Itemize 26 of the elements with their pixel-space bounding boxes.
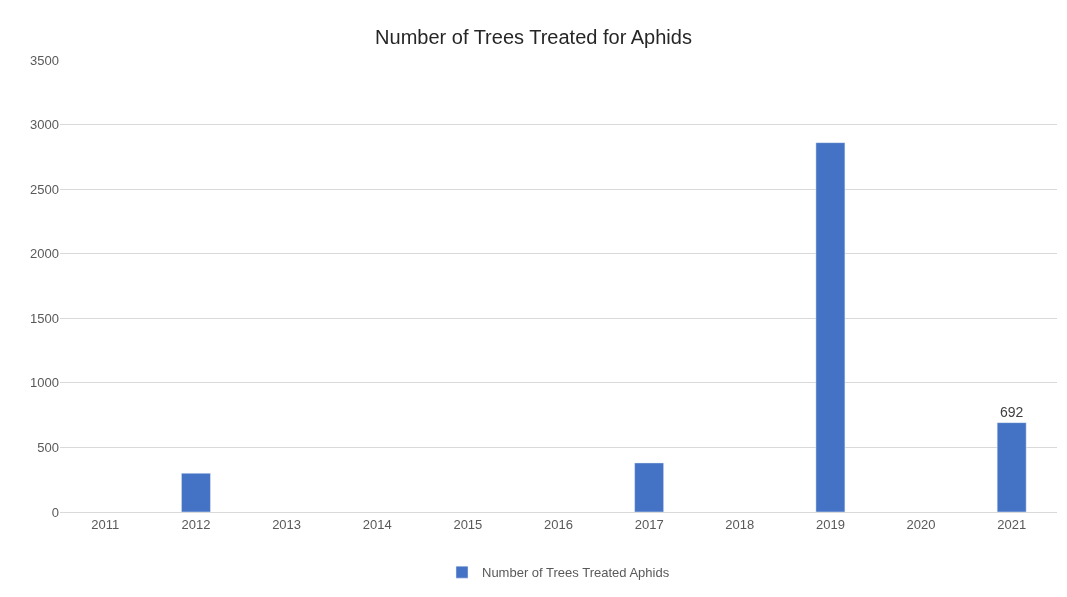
bar [634,462,664,512]
y-tick-label: 500 [37,439,59,455]
x-tick-label: 2011 [91,516,120,532]
bar [815,142,846,512]
y-tick-label: 2500 [30,181,59,197]
y-tick-label: 3500 [30,52,59,68]
x-tick-label: 2012 [181,516,211,532]
x-tick-label: 2016 [544,516,573,532]
x-tick-label: 2018 [725,516,755,532]
x-tick-label: 2020 [906,516,936,532]
bar [181,473,211,512]
y-tick-label: 1000 [30,375,59,391]
x-tick-label: 2015 [453,516,483,532]
y-tick-label: 1500 [30,310,59,326]
x-tick-label: 2021 [997,516,1027,532]
data-label: 692 [999,403,1024,420]
x-tick-label: 2013 [272,516,302,532]
x-tick-label: 2017 [634,516,664,532]
bar [996,422,1027,512]
x-tick-label: 2019 [815,516,845,532]
y-tick-label: 0 [51,504,59,520]
legend-label: Number of Trees Treated Aphids [482,565,670,581]
y-tick-label: 3000 [30,117,59,133]
x-tick-label: 2014 [362,516,392,532]
chart-title: Number of Trees Treated for Aphids [375,25,692,48]
y-tick-label: 2000 [30,246,59,262]
